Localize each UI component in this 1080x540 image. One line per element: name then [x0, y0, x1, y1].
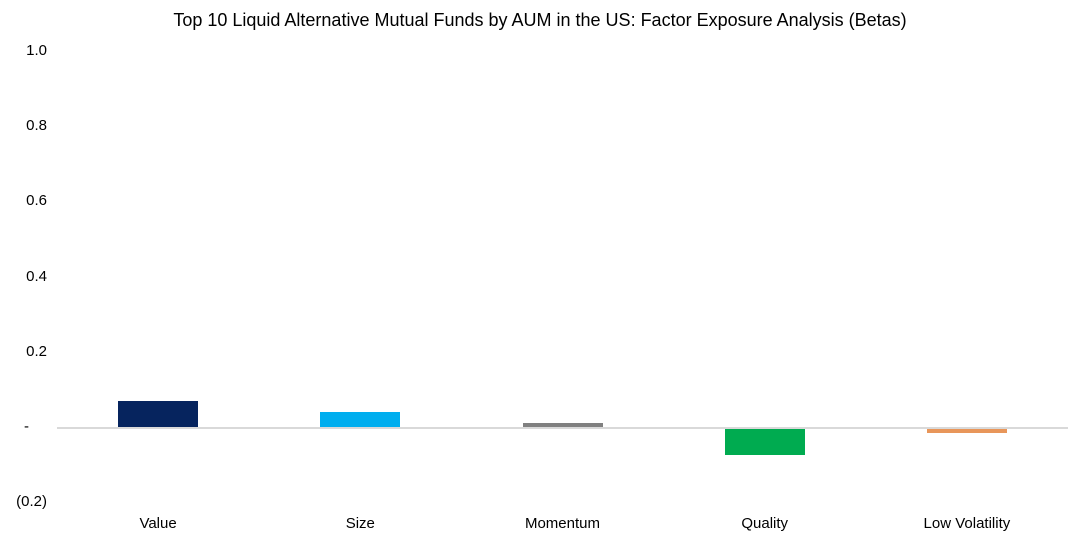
x-axis-zero-line — [57, 427, 1068, 429]
y-axis-tick-label: 1.0 — [26, 42, 47, 59]
x-axis-category-label: Low Volatility — [923, 515, 1011, 532]
bar-value — [118, 400, 199, 427]
bar-low-volatility — [926, 429, 1007, 433]
y-axis-tick-label: 0.2 — [26, 342, 47, 360]
y-axis-tick-label: (0.2) — [16, 493, 47, 511]
bar-quality — [724, 429, 805, 456]
x-axis-category-label: Quality — [741, 515, 789, 532]
y-axis-tick-label: 0.6 — [26, 192, 47, 210]
y-axis-tick-label: 0.4 — [26, 267, 47, 285]
x-axis-category-label: Size — [345, 515, 375, 532]
y-axis-tick-label: - — [24, 418, 29, 435]
bar-momentum — [522, 423, 603, 427]
bar-size — [320, 411, 401, 427]
chart-title: Top 10 Liquid Alternative Mutual Funds b… — [173, 10, 907, 30]
x-axis-category-label: Momentum — [524, 515, 600, 532]
x-axis-category-label: Value — [139, 515, 177, 532]
y-axis-tick-label: 0.8 — [26, 117, 47, 135]
